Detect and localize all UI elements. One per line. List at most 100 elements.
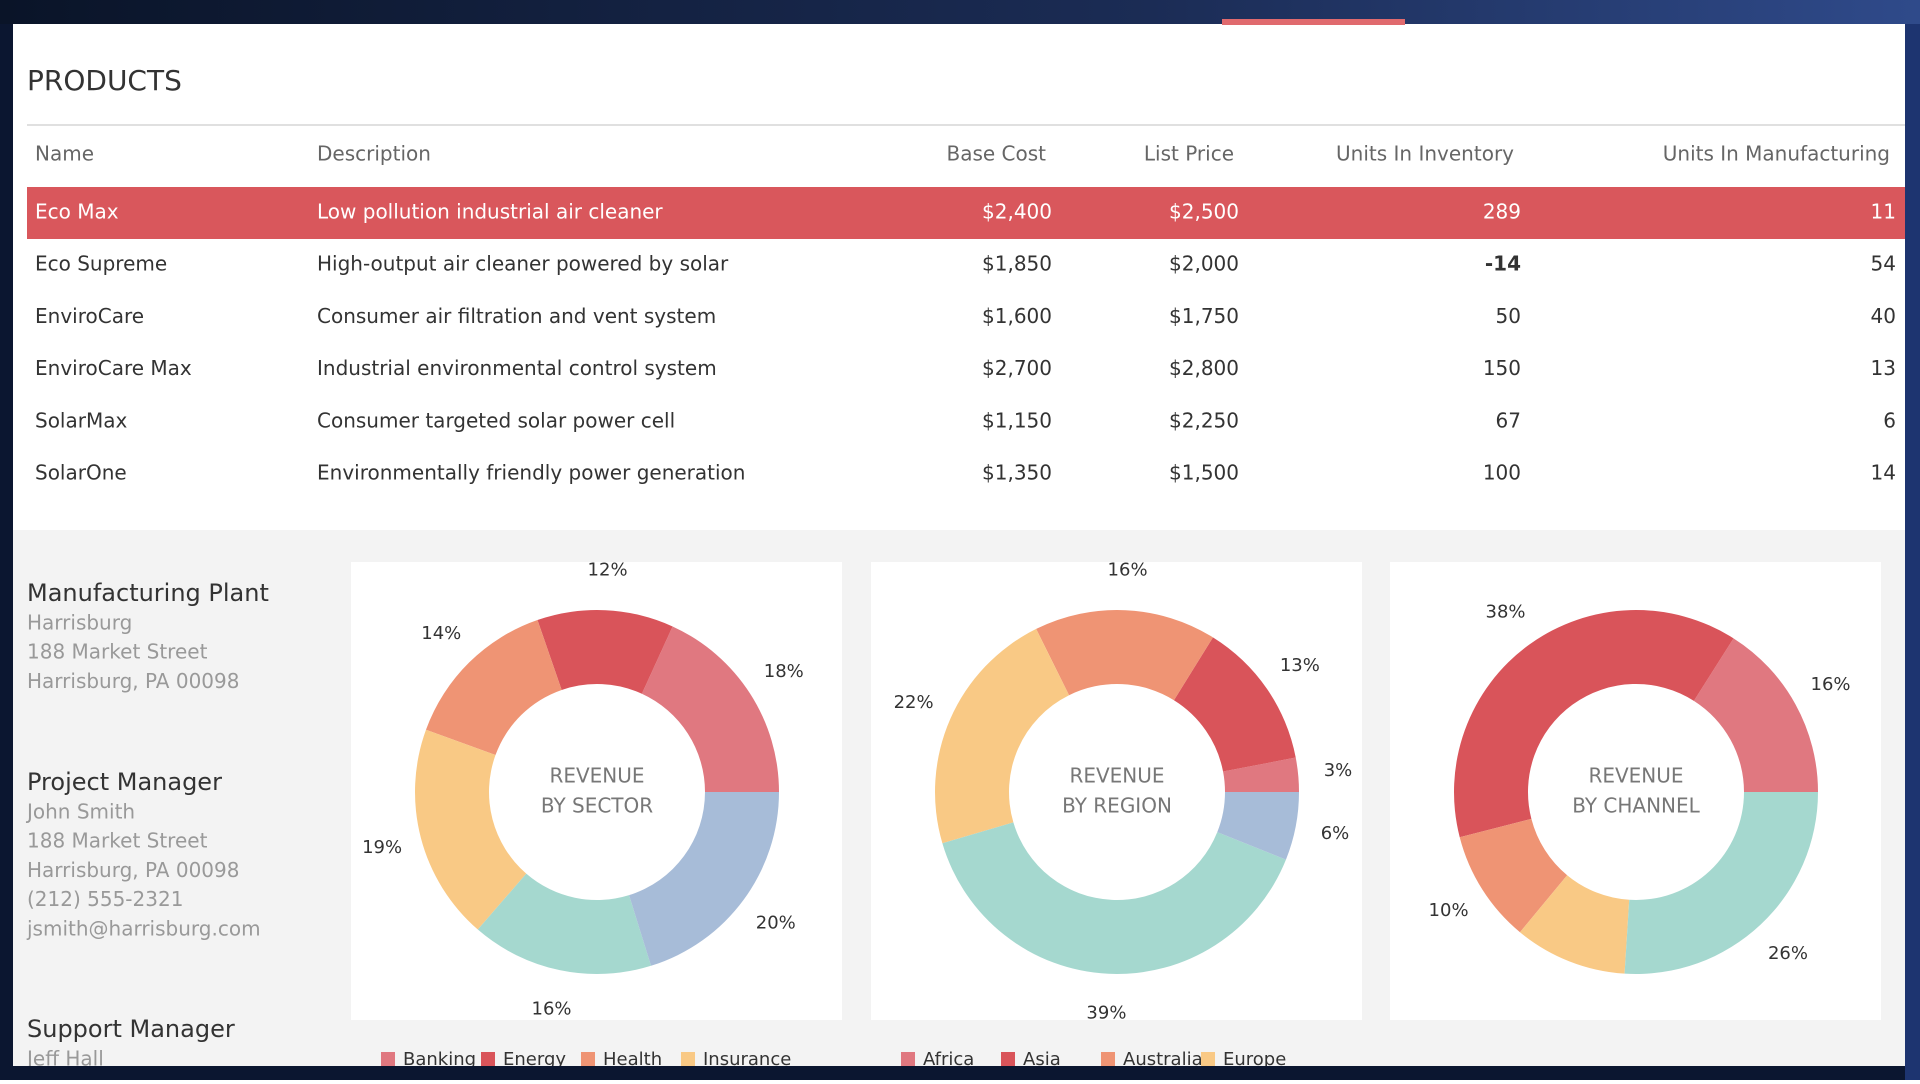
products-table: Name Description Base Cost List Price Units … [27,142,1905,485]
table-cell: $2,000 [1169,252,1239,276]
table-cell: $1,600 [982,304,1052,328]
legend-swatch [1101,1052,1115,1066]
chart-center-title: BY CHANNEL [1572,794,1700,818]
legend-swatch [481,1052,495,1066]
table-cell: $1,500 [1169,461,1239,485]
table-cell: 100 [1483,461,1521,485]
legend-label: Europe [1223,1049,1286,1070]
legend-swatch [681,1052,695,1066]
donut-slice [641,626,779,792]
table-cell: $1,150 [982,408,1052,432]
table-cell: 67 [1496,408,1521,432]
donut-slice [477,873,652,975]
slice-label: 39% [1086,1003,1126,1024]
slice-label: 18% [764,661,804,682]
donut-slice [942,822,1286,975]
table-cell: 50 [1496,304,1521,328]
contact-line: (212) 555-2321 [27,887,183,911]
column-header: List Price [1144,142,1234,166]
donut-slice [935,628,1070,844]
donut-slice [425,620,562,756]
table-cell: 14 [1871,461,1896,485]
slice-label: 16% [1108,559,1148,580]
table-cell: Consumer targeted solar power cell [317,408,675,432]
slice-label: 3% [1324,760,1353,781]
contact-line: John Smith [25,800,135,824]
table-cell: 289 [1483,200,1521,224]
table-cell: 40 [1871,304,1896,328]
legend-swatch [1201,1052,1215,1066]
legend-label: Asia [1023,1049,1061,1070]
table-cell: Environmentally friendly power generatio… [317,461,745,485]
legend-label: Energy [503,1049,566,1070]
legend-swatch [1001,1052,1015,1066]
slice-label: 12% [588,559,628,580]
section-title: PRODUCTS [27,64,182,97]
contact-line: Harrisburg [27,611,132,635]
legend-label: Health [603,1049,662,1070]
slice-label: 19% [362,837,402,858]
contact-line: 188 Market Street [27,640,208,664]
column-header: Description [317,142,431,166]
charts: 18% 12% 14% 19% 16% 20% REVENUE BY SECTOR Bankin… [351,559,1881,1070]
table-cell: Low pollution industrial air cleaner [317,200,663,224]
column-header: Units In Inventory [1336,142,1514,166]
slice-label: 22% [894,692,934,713]
contact-title: Support Manager [27,1015,235,1043]
donut-slice [415,729,527,930]
donut-slice [1036,610,1213,701]
table-cell: $2,250 [1169,408,1239,432]
contact-line: jsmith@harrisburg.com [26,916,261,940]
chart-center-title: REVENUE [549,764,644,788]
donut-slice [1217,792,1299,860]
donut-slice [1459,818,1568,933]
active-tab-indicator [1222,19,1405,25]
column-header: Units In Manufacturing [1663,142,1890,166]
donut-slice [1624,792,1818,974]
contact-title: Project Manager [27,768,222,796]
table-cell: 11 [1871,200,1896,224]
legend-swatch [581,1052,595,1066]
table-cell: 13 [1871,356,1896,380]
table-cell: 150 [1483,356,1521,380]
slice-label: 20% [756,913,796,934]
legend-label: Africa [923,1049,974,1070]
donut-slice [537,610,673,694]
right-edge [1905,24,1920,1080]
donut-slice [1173,637,1296,772]
table-cell: SolarMax [35,408,127,432]
donut-slice [1223,757,1299,792]
slice-label: 26% [1768,943,1808,964]
table-cell: 6 [1883,408,1896,432]
donut-slice [629,792,779,966]
table-cell: Consumer air filtration and vent system [317,304,716,328]
table-cell: High-output air cleaner powered by solar [317,252,729,276]
table-cell: Eco Supreme [35,252,167,276]
legend-label: Australia [1123,1049,1203,1070]
donut-slice [1693,638,1818,792]
slice-label: 16% [1811,674,1851,695]
top-bar [0,0,1920,24]
chart-center-title: REVENUE [1588,764,1683,788]
table-cell: $2,400 [982,200,1052,224]
table-cell: 54 [1871,252,1896,276]
legend-label: Insurance [703,1049,791,1070]
slice-label: 6% [1321,823,1350,844]
table-cell: SolarOne [35,461,127,485]
bottom-bar [0,1066,1920,1080]
chart-center-title: BY REGION [1062,794,1172,818]
table-cell: $2,500 [1169,200,1239,224]
slice-label: 38% [1486,601,1526,622]
slice-label: 13% [1280,655,1320,676]
donut-slice [1519,875,1630,974]
donut-slice [1454,610,1734,838]
table-cell: $1,350 [982,461,1052,485]
selected-row [27,187,1905,239]
contact-line: Harrisburg, PA 00098 [27,858,239,882]
legend-swatch [901,1052,915,1066]
chart-center-title: REVENUE [1069,764,1164,788]
table-cell: EnviroCare [35,304,144,328]
contact-title: Manufacturing Plant [27,579,269,607]
contacts: Manufacturing Plant Harrisburg 188 Market … [25,579,269,1071]
